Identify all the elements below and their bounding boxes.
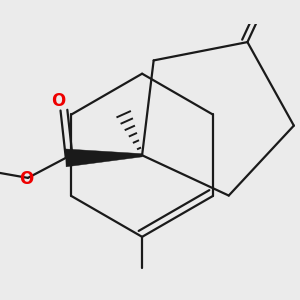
Text: O: O bbox=[19, 170, 33, 188]
Polygon shape bbox=[65, 149, 142, 167]
Text: O: O bbox=[51, 92, 65, 110]
